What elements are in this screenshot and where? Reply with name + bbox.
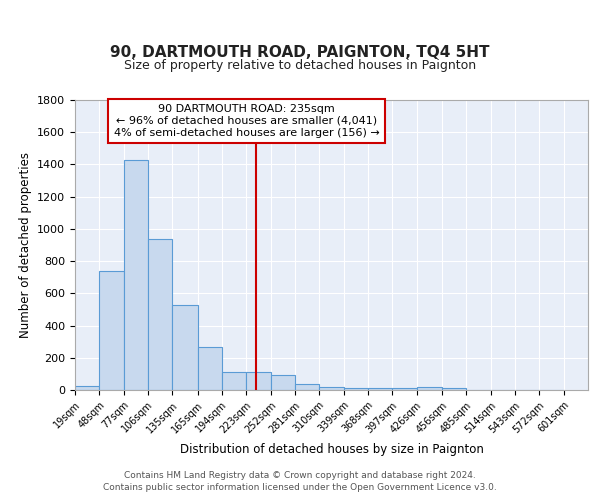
Bar [75,386,100,390]
Bar [271,374,295,390]
Text: Contains HM Land Registry data © Crown copyright and database right 2024.: Contains HM Land Registry data © Crown c… [124,472,476,480]
Text: 90 DARTMOUTH ROAD: 235sqm
← 96% of detached houses are smaller (4,041)
4% of sem: 90 DARTMOUTH ROAD: 235sqm ← 96% of detac… [114,104,380,138]
Bar [100,271,124,390]
Text: 90, DARTMOUTH ROAD, PAIGNTON, TQ4 5HT: 90, DARTMOUTH ROAD, PAIGNTON, TQ4 5HT [110,45,490,60]
Bar [295,384,319,390]
Bar [417,387,442,390]
Bar [124,160,148,390]
Bar [222,372,246,390]
Bar [442,388,466,390]
X-axis label: Distribution of detached houses by size in Paignton: Distribution of detached houses by size … [179,443,484,456]
Text: Contains public sector information licensed under the Open Government Licence v3: Contains public sector information licen… [103,483,497,492]
Bar [368,388,392,390]
Bar [319,387,344,390]
Bar [392,388,417,390]
Y-axis label: Number of detached properties: Number of detached properties [19,152,32,338]
Bar [148,240,172,390]
Bar [246,372,271,390]
Bar [197,346,222,390]
Bar [172,304,197,390]
Bar [344,388,368,390]
Text: Size of property relative to detached houses in Paignton: Size of property relative to detached ho… [124,58,476,71]
